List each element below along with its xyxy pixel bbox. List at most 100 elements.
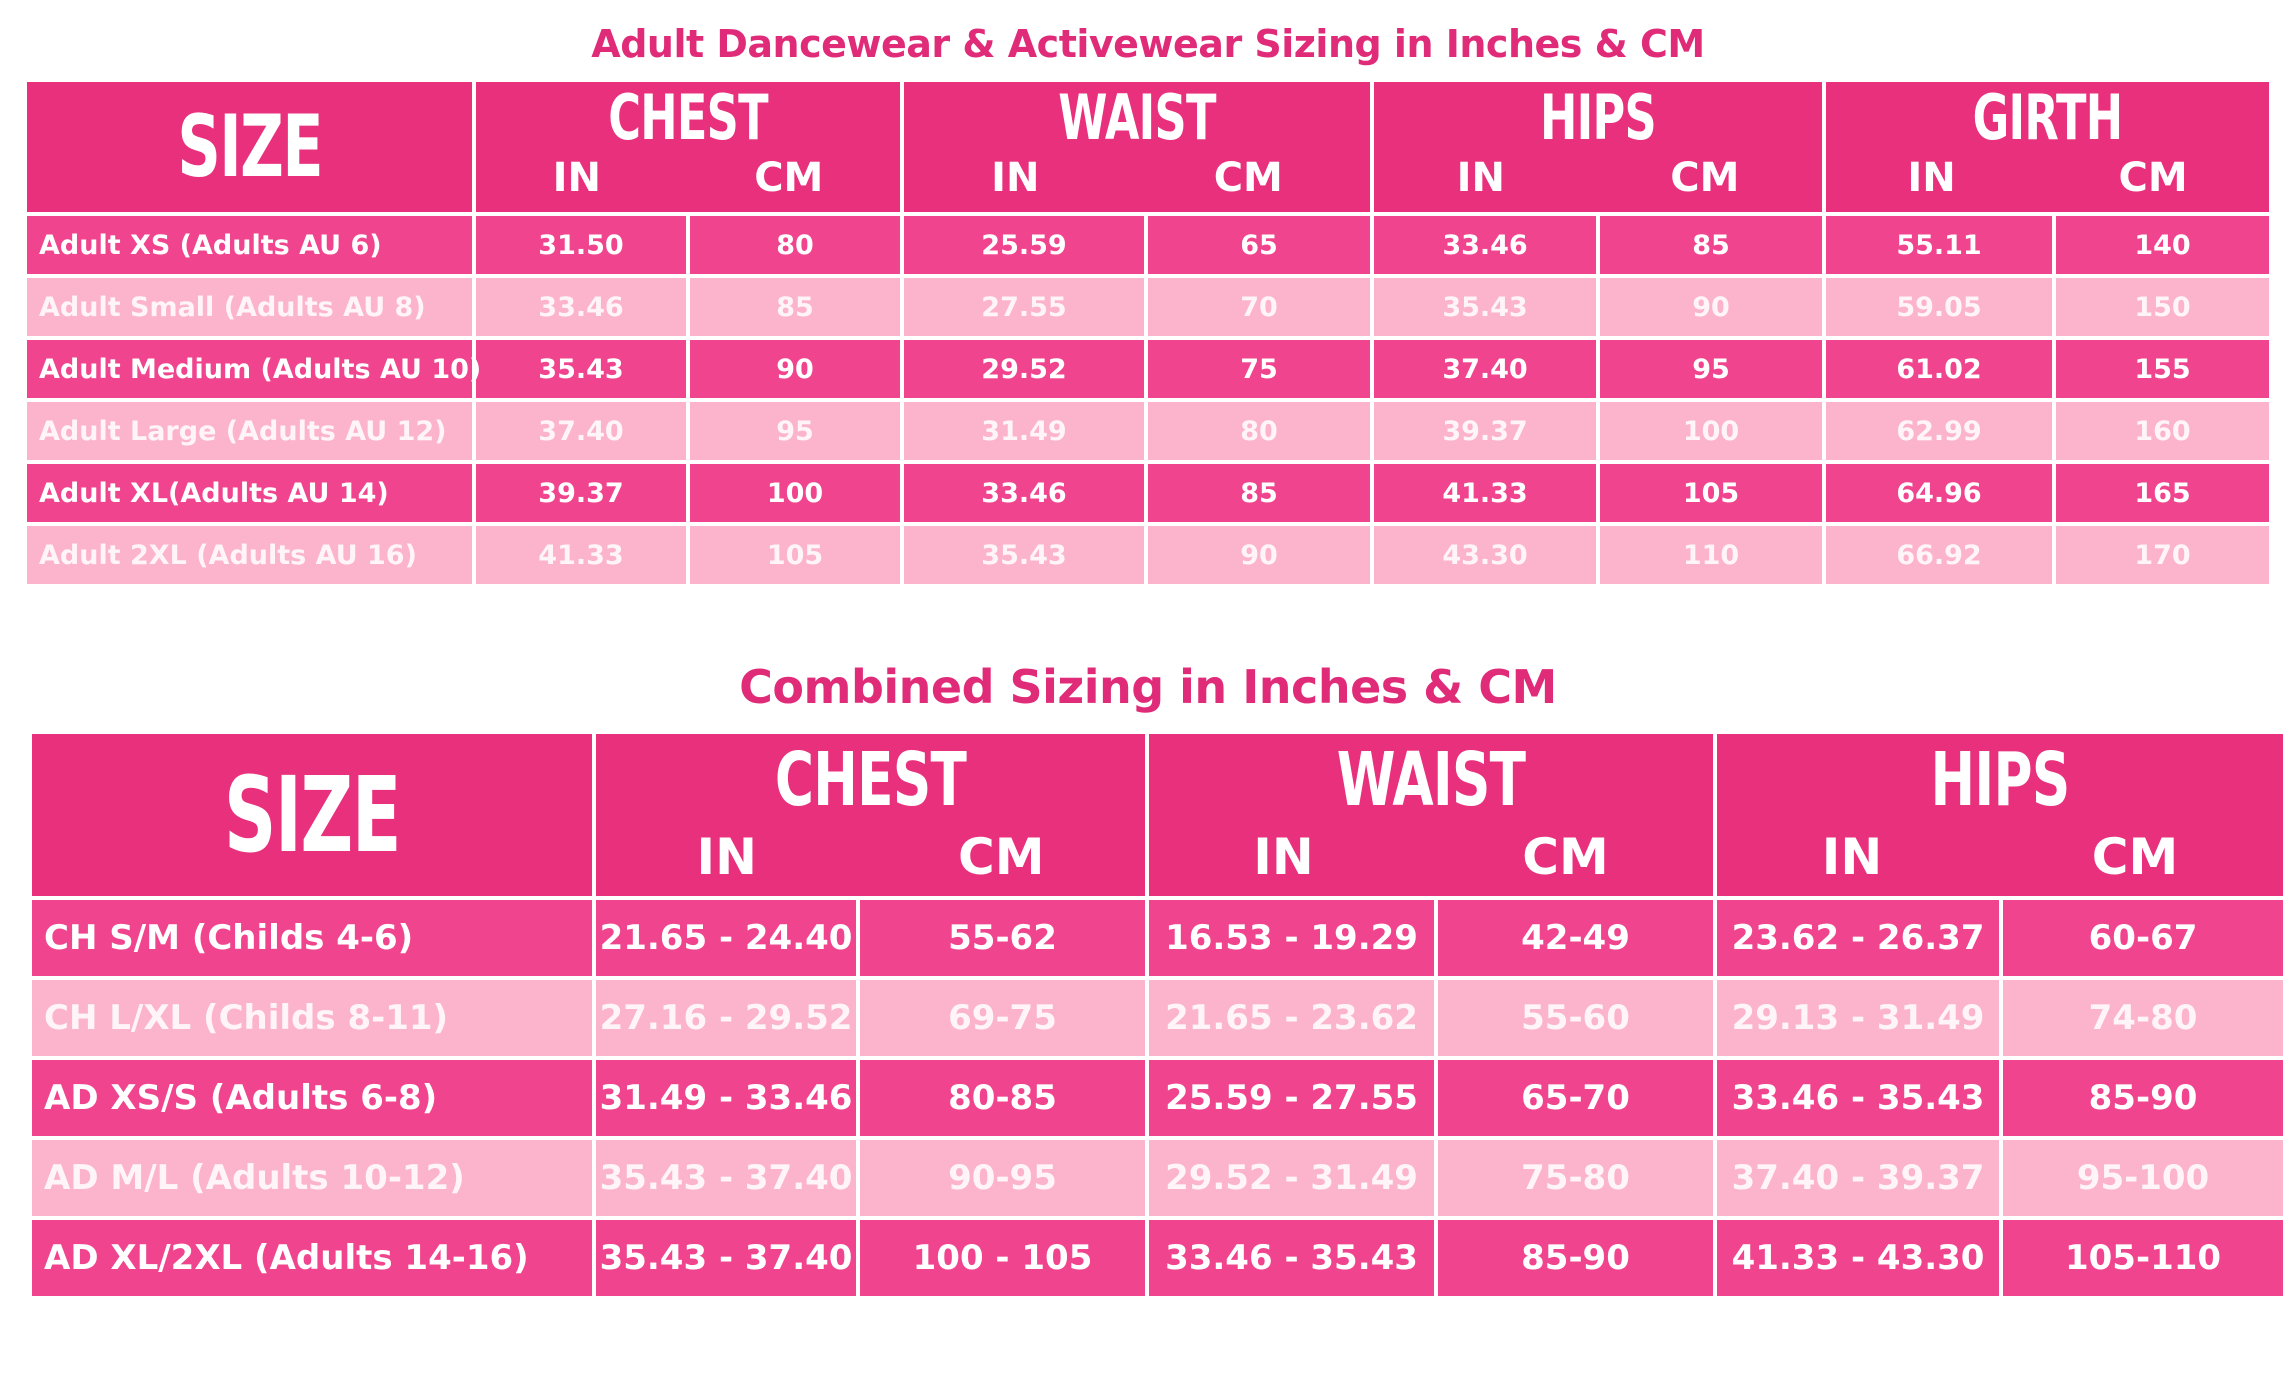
- value-cell: 55-62: [860, 900, 1145, 976]
- value-cell: 170: [2056, 526, 2270, 584]
- unit-label-in: IN: [991, 155, 1040, 201]
- size-header: SIZE: [27, 82, 472, 212]
- value-cell: 110: [1600, 526, 1823, 584]
- value-cell: 33.46: [1374, 216, 1597, 274]
- value-cell: 33.46 - 35.43: [1717, 1060, 2000, 1136]
- table-row: Adult 2XL (Adults AU 16) 41.33 105 35.43 90 4…: [27, 526, 2270, 584]
- unit-label-in: IN: [1253, 828, 1314, 886]
- unit-label-cm: CM: [1522, 828, 1609, 886]
- value-cell: 105: [1600, 464, 1823, 522]
- value-cell: 35.43: [1374, 278, 1597, 336]
- unit-label-cm: CM: [958, 828, 1045, 886]
- value-cell: 95: [690, 402, 900, 460]
- measurement-label: HIPS: [1540, 81, 1657, 154]
- value-cell: 75: [1148, 340, 1371, 398]
- adult-sizing-table: SIZE CHEST IN CM WAIST IN CM HIPS IN CM GIRTH IN CM …: [23, 78, 2273, 588]
- value-cell: 16.53 - 19.29: [1149, 900, 1434, 976]
- size-name-cell: Adult Medium (Adults AU 10): [27, 340, 481, 398]
- value-cell: 31.49: [904, 402, 1144, 460]
- value-cell: 105: [690, 526, 900, 584]
- value-cell: 31.50: [476, 216, 686, 274]
- unit-label-in: IN: [696, 828, 757, 886]
- value-cell: 27.16 - 29.52: [596, 980, 856, 1056]
- value-cell: 90: [1600, 278, 1823, 336]
- value-cell: 100 - 105: [860, 1220, 1145, 1296]
- value-cell: 31.49 - 33.46: [596, 1060, 856, 1136]
- value-cell: 85-90: [2003, 1060, 2284, 1136]
- value-cell: 43.30: [1374, 526, 1597, 584]
- unit-label-in: IN: [552, 155, 601, 201]
- size-name-cell: Adult XS (Adults AU 6): [27, 216, 472, 274]
- unit-label-cm: CM: [1670, 155, 1740, 201]
- value-cell: 66.92: [1826, 526, 2053, 584]
- value-cell: 23.62 - 26.37: [1717, 900, 2000, 976]
- value-cell: 85-90: [1438, 1220, 1714, 1296]
- value-cell: 85: [1600, 216, 1823, 274]
- value-cell: 165: [2056, 464, 2270, 522]
- table-row: CH S/M (Childs 4-6) 21.65 - 24.40 55-62 16.…: [32, 900, 2284, 976]
- size-name-cell: CH L/XL (Childs 8-11): [32, 980, 592, 1056]
- unit-label-cm: CM: [1213, 155, 1283, 201]
- table-row: AD XL/2XL (Adults 14-16) 35.43 - 37.40 100…: [32, 1220, 2284, 1296]
- value-cell: 25.59: [904, 216, 1144, 274]
- measurement-label: CHEST: [608, 81, 768, 154]
- value-cell: 59.05: [1826, 278, 2053, 336]
- value-cell: 29.52 - 31.49: [1149, 1140, 1434, 1216]
- value-cell: 85: [1148, 464, 1371, 522]
- measurement-label: GIRTH: [1972, 81, 2124, 154]
- table-row: Adult Medium (Adults AU 10) 35.43 90 29.52 7…: [27, 340, 2270, 398]
- measurement-header-hips: HIPS IN CM: [1374, 81, 1823, 212]
- value-cell: 35.43 - 37.40: [596, 1140, 856, 1216]
- value-cell: 55.11: [1826, 216, 2053, 274]
- measurement-header-chest: CHEST IN CM: [476, 82, 900, 212]
- value-cell: 39.37: [1374, 402, 1597, 460]
- unit-label-in: IN: [1821, 828, 1883, 886]
- size-name-cell: Adult Large (Adults AU 12): [27, 402, 472, 460]
- measurement-label: WAIST: [1058, 81, 1216, 154]
- measurement-label: WAIST: [1336, 737, 1526, 823]
- value-cell: 150: [2056, 278, 2270, 336]
- value-cell: 33.46 - 35.43: [1149, 1220, 1434, 1296]
- value-cell: 35.43 - 37.40: [596, 1220, 856, 1296]
- value-cell: 65: [1148, 216, 1371, 274]
- value-cell: 74-80: [2003, 980, 2284, 1056]
- size-name-cell: Adult Small (Adults AU 8): [27, 278, 472, 336]
- value-cell: 35.43: [904, 526, 1144, 584]
- unit-label-in: IN: [1456, 155, 1505, 201]
- value-cell: 160: [2056, 402, 2270, 460]
- value-cell: 80-85: [860, 1060, 1145, 1136]
- value-cell: 25.59 - 27.55: [1149, 1060, 1434, 1136]
- table1-title: Adult Dancewear & Activewear Sizing in I…: [591, 22, 1705, 66]
- header-row: SIZE CHEST IN CM WAIST IN CM HIPS IN CM: [32, 734, 2284, 896]
- value-cell: 60-67: [2003, 900, 2284, 976]
- unit-label-in: IN: [1907, 155, 1956, 201]
- value-cell: 69-75: [860, 980, 1145, 1056]
- value-cell: 35.43: [476, 340, 686, 398]
- value-cell: 37.40: [476, 402, 686, 460]
- size-header-label: SIZE: [223, 754, 402, 876]
- size-name-cell: Adult XL(Adults AU 14): [27, 464, 472, 522]
- table-row: AD M/L (Adults 10-12) 35.43 - 37.40 90-95 2…: [32, 1140, 2284, 1216]
- value-cell: 37.40 - 39.37: [1717, 1140, 2000, 1216]
- value-cell: 90: [690, 340, 900, 398]
- value-cell: 80: [1148, 402, 1371, 460]
- value-cell: 65-70: [1438, 1060, 1714, 1136]
- table-row: AD XS/S (Adults 6-8) 31.49 - 33.46 80-85 25…: [32, 1060, 2284, 1136]
- size-name-cell: AD XS/S (Adults 6-8): [32, 1060, 592, 1136]
- size-header-label: SIZE: [177, 97, 323, 197]
- value-cell: 37.40: [1374, 340, 1597, 398]
- size-name-cell: CH S/M (Childs 4-6): [32, 900, 592, 976]
- value-cell: 64.96: [1826, 464, 2053, 522]
- value-cell: 41.33: [476, 526, 686, 584]
- measurement-header-girth: GIRTH IN CM: [1826, 81, 2270, 212]
- table-row: Adult Small (Adults AU 8) 33.46 85 27.55 70 3…: [27, 278, 2270, 336]
- size-name-cell: AD XL/2XL (Adults 14-16): [32, 1220, 592, 1296]
- value-cell: 100: [690, 464, 900, 522]
- value-cell: 85: [690, 278, 900, 336]
- measurement-header-chest: CHEST IN CM: [596, 734, 1145, 896]
- value-cell: 100: [1600, 402, 1823, 460]
- table-row: Adult XS (Adults AU 6) 31.50 80 25.59 65 33.4…: [27, 216, 2270, 274]
- value-cell: 90: [1148, 526, 1371, 584]
- unit-label-cm: CM: [754, 155, 824, 201]
- value-cell: 33.46: [904, 464, 1144, 522]
